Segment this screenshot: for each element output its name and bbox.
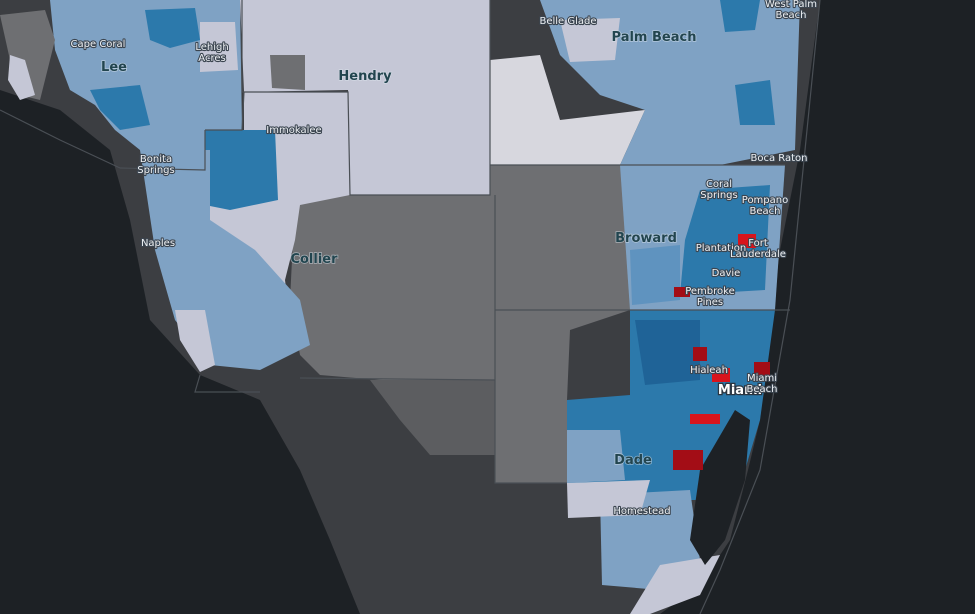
- hotspot: [712, 368, 730, 382]
- palm-beach-deep-2: [735, 80, 775, 125]
- label-naples: Naples: [141, 238, 175, 249]
- label-lehigh-acres: Lehigh Acres: [195, 42, 228, 64]
- biscayne-bay: [690, 410, 750, 565]
- hotspot: [674, 287, 690, 297]
- label-pompano-beach: Pompano Beach: [742, 195, 788, 217]
- label-boca-raton: Boca Raton: [750, 153, 807, 164]
- label-fort-lauderdale: Fort Lauderdale: [730, 238, 786, 260]
- hendry-grey: [270, 55, 305, 90]
- palm-beach-deep: [720, 0, 760, 32]
- label-hendry: Hendry: [338, 69, 392, 84]
- dade-dark: [635, 320, 700, 385]
- label-immokalee: Immokalee: [266, 125, 321, 136]
- label-homestead: Homestead: [613, 506, 670, 517]
- no-data-region-2: [370, 380, 495, 455]
- collier-deep: [205, 130, 278, 210]
- hendry-region: [240, 0, 490, 195]
- label-pembroke-pines: Pembroke Pines: [685, 286, 735, 308]
- pine-island: [8, 55, 35, 100]
- label-belle-glade: Belle Glade: [539, 16, 596, 27]
- hotspot: [690, 414, 720, 424]
- label-west-palm-beach: West Palm Beach: [765, 0, 817, 21]
- label-lee: Lee: [101, 60, 127, 75]
- hotspot: [673, 450, 703, 470]
- keys-pale: [630, 555, 720, 614]
- map-labels: Cape Coral Lee Lehigh Acres Hendry Belle …: [69, 0, 818, 518]
- label-collier: Collier: [290, 252, 338, 267]
- lee-deep-2: [90, 85, 150, 130]
- naples-pale: [175, 310, 215, 372]
- label-miami-beach: Miami Beach: [747, 373, 778, 395]
- broward-blue: [630, 245, 680, 305]
- label-coral-springs: Coral Springs: [700, 179, 737, 201]
- label-broward: Broward: [615, 231, 677, 246]
- lee-region: [50, 0, 242, 170]
- dade-pale: [567, 480, 650, 518]
- lee-deep: [145, 8, 200, 48]
- label-bonita-springs: Bonita Springs: [137, 154, 174, 176]
- hotspot: [693, 347, 707, 361]
- label-dade: Dade: [614, 453, 652, 468]
- lee-pale: [200, 22, 238, 72]
- label-davie: Davie: [712, 268, 741, 279]
- label-miami: Miami: [718, 383, 762, 398]
- label-hialeah: Hialeah: [690, 365, 728, 376]
- broward-deep: [680, 185, 770, 295]
- palm-beach-west: [490, 55, 645, 165]
- palm-beach-pale: [560, 18, 620, 62]
- hotspot: [738, 234, 756, 248]
- county-borders: [0, 0, 821, 614]
- cape-coral-grey: [0, 10, 55, 100]
- label-cape-coral: Cape Coral: [71, 39, 126, 50]
- no-data-region: [290, 165, 630, 483]
- hotspot: [754, 362, 770, 376]
- dade-west: [567, 430, 625, 483]
- label-plantation: Plantation: [696, 243, 746, 254]
- label-palm-beach: Palm Beach: [612, 30, 697, 45]
